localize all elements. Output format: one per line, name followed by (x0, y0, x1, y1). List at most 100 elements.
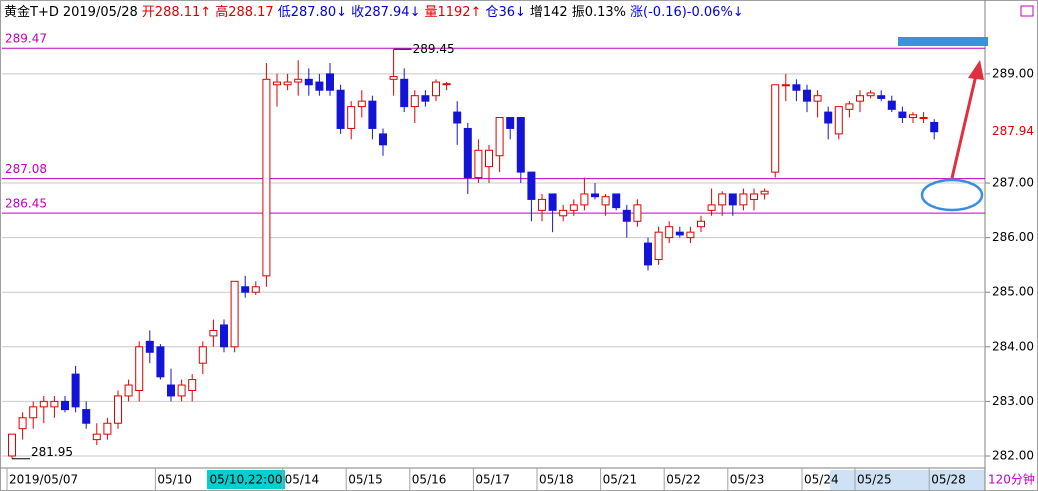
candle-body (569, 204, 578, 211)
arrow-shaft (950, 74, 978, 179)
x-tick-label: 05/24 (804, 473, 839, 487)
candle-body (750, 193, 758, 200)
y-tick-label: 284.00 (992, 339, 1034, 353)
candle-body (612, 193, 621, 209)
candle-body (410, 95, 419, 108)
candle-body (919, 117, 928, 120)
candle-body (156, 346, 165, 378)
candle-body (739, 193, 748, 206)
candle-body (304, 78, 313, 86)
candle-body (728, 193, 737, 206)
candle-body (135, 346, 144, 391)
candle-body (326, 73, 334, 91)
level-label: 286.45 (5, 197, 47, 211)
candle-body (251, 286, 260, 293)
level-label: 287.08 (5, 162, 47, 176)
candle-body (474, 149, 483, 179)
candle-body (559, 209, 568, 217)
candle-body (368, 100, 377, 129)
candle-body (856, 95, 864, 102)
candle-body (453, 111, 462, 124)
candle-body (697, 220, 705, 228)
candle-body (866, 92, 875, 97)
header-item: 高288.17 (215, 4, 274, 20)
panel-icon[interactable] (1020, 5, 1034, 17)
candle-body (877, 95, 886, 99)
candle-body (39, 400, 48, 408)
circle-annotation (920, 178, 984, 212)
x-tick-label: 05/22 (666, 473, 701, 487)
candle-body (50, 400, 59, 408)
cursor-label: 05/10,22:00 (210, 473, 283, 487)
candle-body (124, 384, 133, 397)
header-item: 黄金T+D (4, 4, 59, 20)
candle-body (389, 76, 398, 80)
x-tick-label: 05/17 (475, 473, 510, 487)
y-tick-label: 283.00 (992, 394, 1034, 408)
candle-body (8, 433, 16, 457)
candle-body (357, 100, 366, 108)
candle-body (230, 280, 239, 348)
candle-body (421, 95, 430, 102)
candle-body (177, 384, 186, 397)
candle-body (347, 106, 356, 129)
candle-body (506, 117, 515, 129)
candle-body (209, 329, 218, 337)
candle-body (432, 81, 440, 97)
x-tick-label: 05/25 (857, 473, 892, 487)
candle-body (442, 83, 451, 86)
header-item: 振0.13% (572, 5, 626, 20)
x-tick-label: 05/10 (157, 473, 192, 487)
candle-body (336, 89, 345, 129)
candle-body (198, 346, 207, 364)
candle-body (283, 81, 292, 86)
y-tick-label: 286.00 (992, 230, 1034, 244)
candle-body (379, 133, 387, 146)
candle-body (686, 231, 695, 239)
candle-body (803, 89, 811, 102)
candle-body (241, 286, 250, 293)
candle-body (781, 84, 790, 87)
candle-body (771, 84, 780, 173)
y-tick-label: 287.00 (992, 176, 1034, 190)
candle-body (262, 78, 271, 277)
candle-body (644, 242, 652, 266)
candle-body (909, 114, 917, 119)
x-tick-label: 05/14 (285, 473, 320, 487)
candle-body (315, 81, 324, 91)
candle-body (665, 226, 674, 239)
candle-body (760, 190, 769, 195)
header-item: 开288.11↑ (142, 5, 211, 20)
candle-body (167, 384, 175, 397)
candle-body (580, 193, 589, 206)
candle-body (220, 324, 228, 348)
plot: 289.00 287.00 286.00 285.00 284.00 283.00 282.… (2, 32, 1034, 490)
x-tick-label: 05/18 (539, 473, 574, 487)
x-tick-label: 05/16 (412, 473, 447, 487)
header-item: 增142 (530, 5, 568, 20)
header: 黄金T+D 2019/05/28 开288.11↑ 高288.17 低287.80↓ 收2… (4, 4, 744, 20)
candle-body (675, 231, 684, 236)
candle-body (887, 100, 896, 110)
candle-body (622, 209, 631, 222)
candle-body (718, 193, 727, 206)
header-item: 仓36↓ (485, 5, 525, 20)
candle-body (485, 149, 493, 168)
cursor-box (207, 470, 285, 489)
candle-body (654, 231, 663, 260)
candle-body (548, 193, 557, 211)
candle-body (707, 204, 716, 211)
candle-body (898, 111, 907, 119)
candle-body (18, 417, 27, 430)
candle-body (495, 117, 504, 157)
candle-body (633, 204, 642, 222)
candle-body (601, 196, 610, 206)
max-label: 289.45 (413, 42, 455, 56)
candle-body (930, 121, 939, 133)
header-item: 收287.94↓ (351, 5, 420, 20)
y-tick-label: 289.00 (992, 66, 1034, 80)
selection-band (830, 470, 985, 490)
candle-body (824, 111, 833, 124)
candle-body (527, 171, 536, 200)
